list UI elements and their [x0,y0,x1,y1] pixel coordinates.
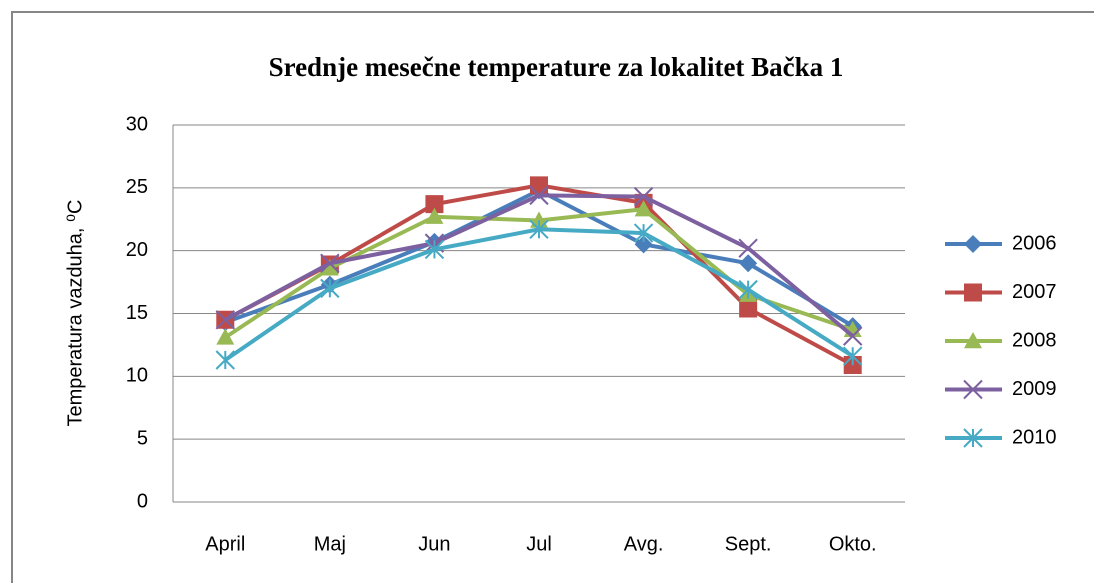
y-tick-label: 10 [126,365,148,387]
marker [529,219,549,240]
y-tick-label: 30 [126,113,148,135]
y-tick-label: 5 [137,427,148,449]
x-tick-label: Maj [314,533,346,555]
marker [964,283,982,302]
marker [963,379,983,400]
marker [425,207,444,224]
marker [425,195,444,214]
marker [320,259,339,276]
marker [738,279,758,300]
legend-label: 2007 [1012,281,1057,303]
marker [739,254,758,273]
marker [963,428,983,448]
marker [843,326,863,346]
x-tick-label: April [205,533,245,555]
x-tick-label: Okto. [829,533,877,555]
marker [739,299,758,318]
legend-label: 2008 [1012,329,1057,351]
marker [320,253,340,273]
y-axis-label: Temperatura vazduha, ⁰C [64,199,86,426]
legend-label: 2009 [1012,378,1057,400]
y-tick-label: 15 [126,302,148,324]
marker [634,235,653,254]
marker [843,346,863,366]
marker [964,332,982,349]
x-tick-label: Sept. [725,533,772,555]
marker [529,185,549,206]
marker [216,328,235,345]
marker [424,239,445,260]
x-tick-label: Jun [418,533,450,555]
marker [215,310,235,330]
y-tick-label: 0 [137,490,148,512]
chart-frame [11,11,1094,583]
marker [964,235,982,253]
marker [633,186,654,207]
marker [320,278,340,299]
y-tick-label: 20 [126,239,148,261]
x-tick-label: Jul [526,533,552,555]
legend-label: 2010 [1012,426,1057,448]
marker [633,223,654,243]
marker [738,238,758,258]
chart-title: Srednje mesečne temperature za lokalitet… [269,52,844,82]
marker [634,200,653,217]
marker [215,350,235,370]
marker [530,176,548,195]
legend-label: 2006 [1012,232,1057,254]
x-tick-label: Avg. [624,533,664,555]
y-tick-label: 25 [126,176,148,198]
